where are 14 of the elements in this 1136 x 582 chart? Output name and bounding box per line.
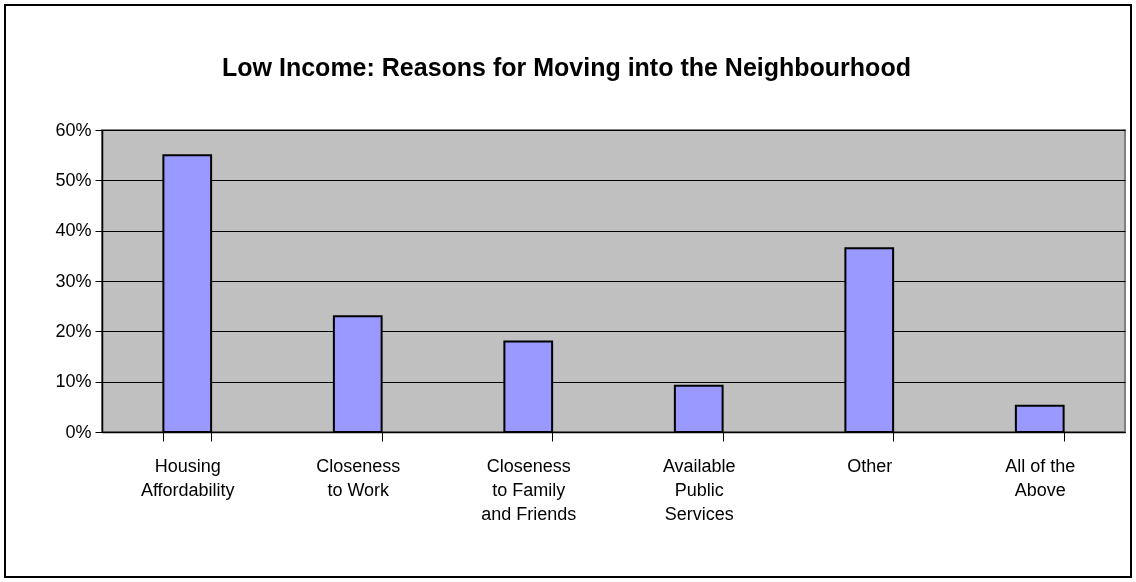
y-tick-label: 50% <box>55 169 92 190</box>
y-tick-label: 20% <box>55 320 92 341</box>
x-tick-label: All of the Above <box>1005 455 1076 500</box>
y-tick-label: 40% <box>55 220 92 241</box>
x-tick-label: Other <box>847 455 893 476</box>
x-tick-label: Closeness to Family and Friends <box>481 455 577 524</box>
y-tick-label: 30% <box>55 270 92 291</box>
x-tick-label: Available Public Services <box>662 455 736 524</box>
y-tick-label: 0% <box>65 421 92 442</box>
x-tick-label: Closeness to Work <box>316 455 401 500</box>
y-tick-label: 10% <box>55 371 92 392</box>
chart-title: Low Income: Reasons for Moving into the Neighbourhood <box>222 53 911 81</box>
y-tick-label: 60% <box>55 119 92 140</box>
x-tick-label: Housing Affordability <box>140 455 235 500</box>
